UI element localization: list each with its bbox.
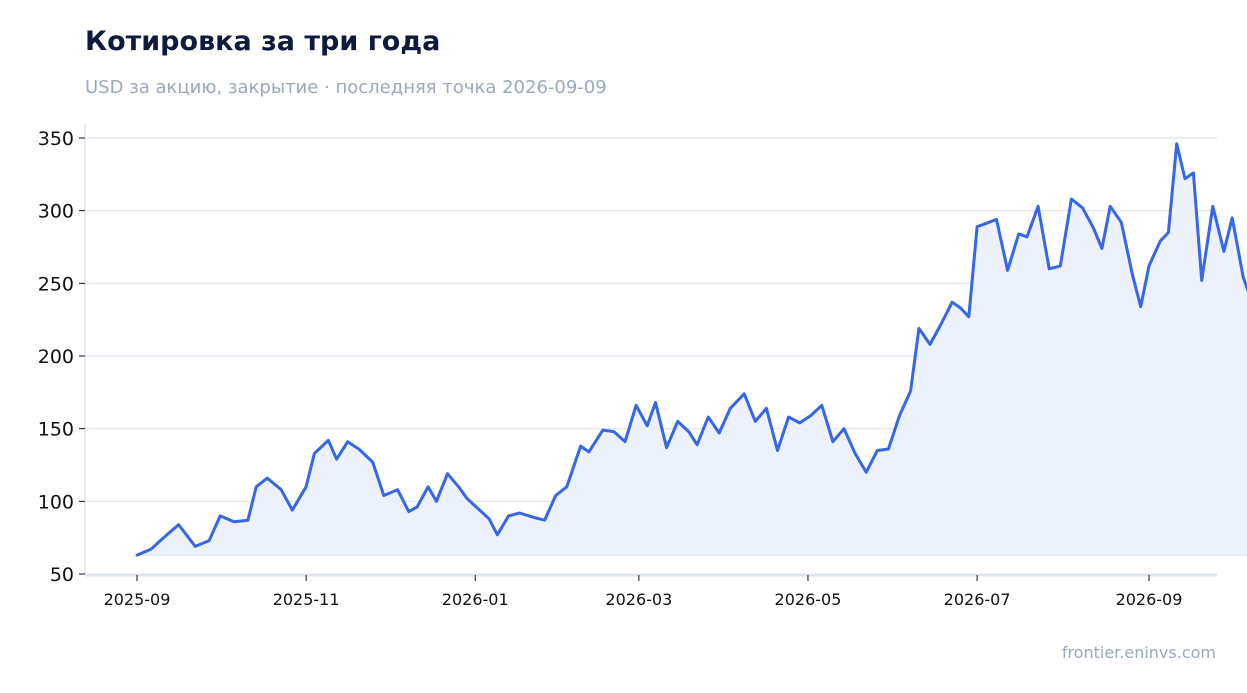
chart-subtitle: USD за акцию, закрытие · последняя точка… (85, 77, 607, 98)
ytick-label-200: 200 (38, 346, 74, 368)
source-credit: frontier.eninvs.com (1061, 643, 1216, 662)
ytick-label-350: 350 (38, 128, 74, 150)
chart-title: Котировка за три года (85, 26, 441, 57)
xtick-label-2026-05: 2026-05 (775, 590, 842, 609)
ytick-label-300: 300 (38, 201, 74, 223)
y-axis-ticks: 50 100 150 200 250 300 350 (38, 128, 85, 586)
xtick-label-2026-07: 2026-07 (944, 590, 1011, 609)
price-line (135, 142, 1247, 557)
ytick-label-150: 150 (38, 419, 74, 441)
xtick-label-2025-11: 2025-11 (273, 590, 340, 609)
price-area-layer (135, 142, 1247, 557)
xtick-label-2026-01: 2026-01 (442, 590, 509, 609)
ytick-label-100: 100 (38, 491, 74, 513)
xtick-label-2026-03: 2026-03 (605, 590, 672, 609)
x-axis-ticks: 2025-09 2025-11 2026-01 2026-03 2026-05 2026-… (104, 575, 1183, 609)
xtick-label-2026-09: 2026-09 (1116, 590, 1183, 609)
ytick-label-50: 50 (50, 564, 74, 586)
axes (84, 124, 1217, 577)
ytick-label-250: 250 (38, 273, 74, 295)
xtick-label-2025-09: 2025-09 (104, 590, 171, 609)
